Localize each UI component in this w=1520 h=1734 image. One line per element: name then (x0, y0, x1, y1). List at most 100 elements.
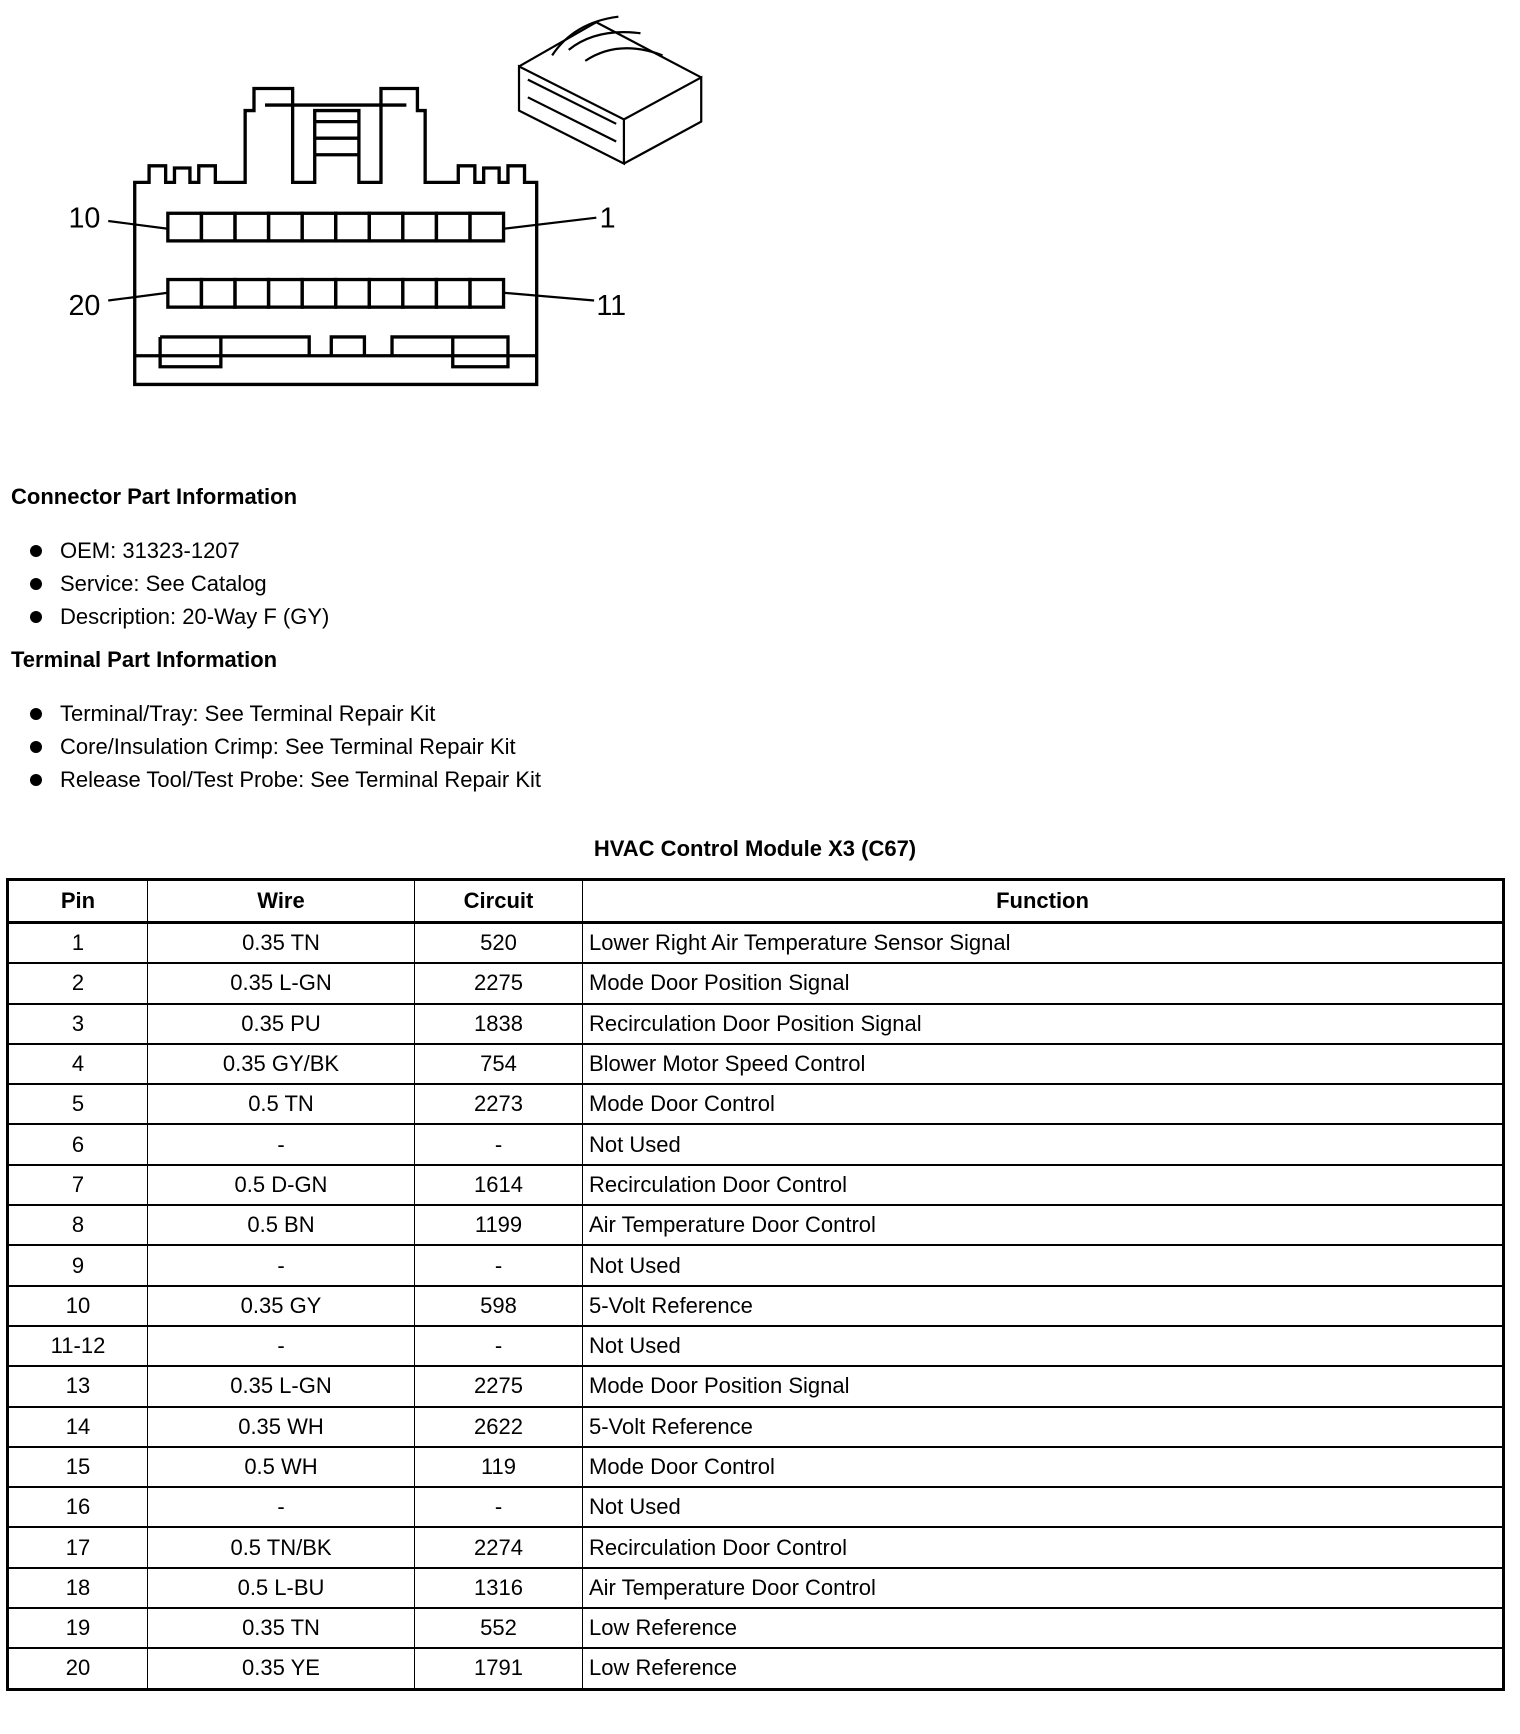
circuit-cell: 1316 (414, 1567, 583, 1610)
connector-info-item: Service: See Catalog (30, 571, 267, 597)
pin-cell: 5 (7, 1084, 148, 1126)
table-header-row: Pin Wire Circuit Function (7, 879, 1504, 924)
terminal-cavity (266, 277, 304, 309)
function-cell: Recirculation Door Position Signal (582, 1003, 1504, 1045)
table-row: 18 0.5 L-BU 1316 Air Temperature Door Contr… (7, 1567, 1504, 1610)
table-row: 8 0.5 BN 1199 Air Temperature Door Control (7, 1205, 1504, 1247)
terminal-cavity (233, 277, 271, 309)
bullet-icon (30, 578, 42, 590)
terminal-cavity (401, 211, 439, 243)
circuit-cell: 754 (414, 1043, 583, 1086)
wire-cell: 0.5 BN (147, 1205, 415, 1247)
wire-cell: 0.5 WH (147, 1446, 415, 1489)
function-cell: Not Used (582, 1124, 1504, 1166)
header-pin: Pin (7, 879, 148, 924)
table-row: 14 0.35 WH 2622 5-Volt Reference (7, 1406, 1504, 1448)
function-cell: Mode Door Position Signal (582, 1366, 1504, 1408)
pin-cell: 9 (7, 1245, 148, 1287)
circuit-cell: 2273 (414, 1084, 583, 1126)
circuit-cell: 119 (414, 1446, 583, 1489)
wire-cell: 0.35 TN (147, 1608, 415, 1650)
circuit-cell: - (414, 1124, 583, 1166)
pin-cell: 19 (7, 1608, 148, 1650)
wire-cell: 0.5 TN/BK (147, 1527, 415, 1569)
bullet-icon (30, 708, 42, 720)
terminal-cavity (367, 277, 405, 309)
header-wire: Wire (147, 879, 415, 924)
pin-cell: 10 (7, 1285, 148, 1327)
pin-label-1: 1 (600, 203, 616, 235)
function-cell: Not Used (582, 1325, 1504, 1368)
function-cell: Not Used (582, 1487, 1504, 1529)
circuit-cell: 1791 (414, 1648, 583, 1691)
terminal-cavity (468, 277, 506, 309)
table-row: 19 0.35 TN 552 Low Reference (7, 1608, 1504, 1650)
bullet-icon (30, 774, 42, 786)
circuit-cell: - (414, 1325, 583, 1368)
table-row: 13 0.35 L-GN 2275 Mode Door Position Signal (7, 1366, 1504, 1408)
circuit-cell: - (414, 1245, 583, 1287)
wire-cell: 0.35 WH (147, 1406, 415, 1448)
circuit-cell: 2275 (414, 1366, 583, 1408)
function-cell: 5-Volt Reference (582, 1406, 1504, 1448)
pin-label-10: 10 (68, 203, 100, 235)
pin-label-20: 20 (68, 290, 100, 322)
wire-cell: - (147, 1245, 415, 1287)
function-cell: Low Reference (582, 1608, 1504, 1650)
table-row: 9- - Not Used (7, 1245, 1504, 1287)
wire-cell: 0.35 YE (147, 1648, 415, 1691)
wire-cell: 0.5 D-GN (147, 1164, 415, 1207)
wire-cell: 0.35 GY/BK (147, 1043, 415, 1086)
circuit-cell: 1199 (414, 1205, 583, 1247)
table-row: 15 0.5 WH 119 Mode Door Control (7, 1446, 1504, 1489)
connector-part-heading: Connector Part Information (11, 484, 298, 509)
pin-cell: 7 (7, 1164, 148, 1207)
terminal-cavity (434, 277, 472, 309)
circuit-cell: - (414, 1487, 583, 1529)
connector-diagram: 10 1 20 11 (68, 15, 703, 387)
circuit-cell: 2274 (414, 1527, 583, 1569)
pin-cell: 20 (7, 1648, 148, 1691)
header-function: Function (582, 879, 1504, 924)
terminal-cavities (166, 211, 506, 309)
terminal-cavity (166, 277, 204, 309)
pin-label-11: 11 (596, 290, 626, 322)
terminal-info-item: Terminal/Tray: See Terminal Repair Kit (30, 701, 435, 727)
function-cell: Not Used (582, 1245, 1504, 1287)
circuit-cell: 2275 (414, 963, 583, 1005)
pin-cell: 2 (7, 963, 148, 1005)
wire-cell: 0.35 L-GN (147, 963, 415, 1005)
table-row: 6- - Not Used (7, 1124, 1504, 1166)
connector-info-item: Description: 20-Way F (GY) (30, 604, 329, 630)
terminal-cavity (401, 277, 439, 309)
terminal-cavity (233, 211, 271, 243)
pin-cell: 3 (7, 1003, 148, 1045)
pin-cell: 13 (7, 1366, 148, 1408)
table-row: 16- - Not Used (7, 1487, 1504, 1529)
circuit-cell: 598 (414, 1285, 583, 1327)
table-row: 5 0.5 TN 2273 Mode Door Control (7, 1084, 1504, 1126)
pin-cell: 1 (7, 922, 148, 965)
table-row: 17 0.5 TN/BK 2274 Recirculation Door Contro… (7, 1527, 1504, 1569)
pin-cell: 8 (7, 1205, 148, 1247)
circuit-cell: 520 (414, 922, 583, 965)
terminal-cavity (434, 211, 472, 243)
table-row: 20 0.35 YE 1791 Low Reference (7, 1648, 1504, 1691)
terminal-cavity (334, 277, 371, 309)
pin-cell: 16 (7, 1487, 148, 1529)
circuit-cell: 552 (414, 1608, 583, 1650)
bullet-icon (30, 741, 42, 753)
function-cell: Lower Right Air Temperature Sensor Signa… (582, 922, 1504, 965)
function-cell: Recirculation Door Control (582, 1164, 1504, 1207)
terminal-info-item: Release Tool/Test Probe: See Terminal Re… (30, 767, 541, 793)
pin-cell: 6 (7, 1124, 148, 1166)
function-cell: Blower Motor Speed Control (582, 1043, 1504, 1086)
function-cell: Mode Door Position Signal (582, 963, 1504, 1005)
terminal-cavity (300, 277, 338, 309)
wire-cell: 0.5 TN (147, 1084, 415, 1126)
terminal-cavity (199, 211, 237, 243)
pin-cell: 15 (7, 1446, 148, 1489)
pin-cell: 17 (7, 1527, 148, 1569)
pin-cell: 11-12 (7, 1325, 148, 1368)
header-circuit: Circuit (414, 879, 583, 924)
